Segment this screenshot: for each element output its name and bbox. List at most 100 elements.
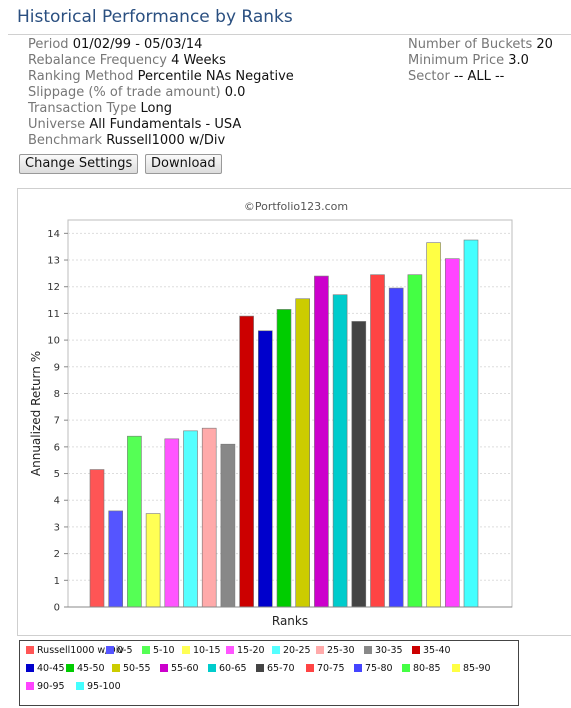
setting-ranking-method: Ranking Method Percentile NAs Negative [28,69,294,84]
setting-label: Benchmark [28,133,103,148]
legend-swatch [272,646,280,654]
setting-value: Percentile NAs Negative [137,69,294,84]
setting-transaction-type: Transaction Type Long [28,101,172,116]
y-tick-label: 1 [54,576,60,587]
legend-swatch [160,664,168,672]
bar-65-70 [351,321,367,608]
setting-value: 20 [536,37,553,52]
legend-label: 50-55 [123,663,151,674]
legend-swatch [76,682,84,690]
bar-45-50 [276,309,292,608]
legend-item: 35-40 [412,646,451,656]
legend-swatch [106,646,114,654]
bar-25-30 [201,427,217,608]
bar-75-80 [388,287,404,608]
y-tick-label: 10 [47,336,60,347]
legend-swatch [316,646,324,654]
setting-value: Russell1000 w/Div [106,133,226,148]
chart-title: ©Portfolio123.com [244,200,348,213]
legend-label: 25-30 [327,645,355,656]
change-settings-button[interactable]: Change Settings [19,154,139,174]
setting-value: Long [140,101,172,116]
setting-value: -- ALL -- [453,69,505,84]
legend-item: 10-15 [182,646,221,656]
legend-swatch [452,664,460,672]
bar-chart: ©Portfolio123.com01234567891011121314Ann… [29,200,513,628]
legend-swatch [66,664,74,672]
setting-rebalance-frequency: Rebalance Frequency 4 Weeks [28,53,226,68]
setting-minimum-price: Minimum Price 3.0 [408,53,529,68]
y-tick-label: 12 [47,282,60,293]
setting-number-of-buckets: Number of Buckets 20 [408,37,553,52]
y-tick-label: 4 [54,496,60,507]
legend-swatch [306,664,314,672]
page-title: Historical Performance by Ranks [17,7,293,27]
y-tick-label: 3 [54,522,60,533]
bar-55-60 [314,275,329,608]
bar-80-85 [407,274,423,608]
legend-item: 0-5 [106,646,133,656]
bar-35-40 [239,315,254,608]
legend-label: 80-85 [413,663,441,674]
bar-5-10 [127,435,142,608]
legend-label: 85-90 [463,663,491,674]
legend-swatch [354,664,362,672]
legend-item: 65-70 [256,664,295,674]
setting-value: All Fundamentals - USA [89,117,242,132]
legend-label: Russell1000 w/Div [37,645,124,656]
setting-benchmark: Benchmark Russell1000 w/Div [28,133,225,148]
legend-item: 40-45 [26,664,65,674]
legend-label: 55-60 [171,663,199,674]
setting-label: Number of Buckets [408,37,533,52]
legend-item: 55-60 [160,664,199,674]
setting-label: Universe [28,117,86,132]
legend-swatch [208,664,216,672]
setting-sector: Sector -- ALL -- [408,69,504,84]
legend-item: 30-35 [364,646,403,656]
legend-swatch [364,646,372,654]
setting-label: Transaction Type [28,101,137,116]
legend-swatch [26,682,34,690]
legend-label: 90-95 [37,681,65,692]
bar-60-65 [332,294,348,608]
y-axis-label: Annualized Return % [29,351,43,476]
legend-item: 5-10 [142,646,175,656]
legend-label: 0-5 [117,645,133,656]
bar-85-90 [426,242,441,608]
bar-20-25 [183,430,198,608]
bar-0-5 [108,510,123,608]
legend-label: 75-80 [365,663,393,674]
y-tick-label: 13 [47,256,60,267]
legend-label: 45-50 [77,663,105,674]
legend-label: 5-10 [153,645,175,656]
setting-label: Rebalance Frequency [28,53,167,68]
bar-15-20 [164,438,180,608]
setting-value: 4 Weeks [171,53,226,68]
legend-swatch [142,646,150,654]
setting-universe: Universe All Fundamentals - USA [28,117,241,132]
chart-panel: ©Portfolio123.com 0 1 2 3 4 5 6 7 8 9 10 11 12 13 14 Ann… [17,188,571,636]
legend-swatch [226,646,234,654]
legend-label: 60-65 [219,663,247,674]
setting-label: Minimum Price [408,53,505,68]
bar-30-35 [220,443,236,608]
legend-label: 70-75 [317,663,345,674]
legend-label: 30-35 [375,645,403,656]
download-button[interactable]: Download [145,154,222,174]
legend-label: 95-100 [87,681,121,692]
bar-10-15 [145,513,161,608]
legend-label: 35-40 [423,645,451,656]
chart-legend: Russell1000 w/Div 0-5 5-10 10-15 15-20 20-25 2… [19,640,519,706]
setting-period: Period 01/02/99 - 05/03/14 [28,37,202,52]
bar-95-100 [463,239,479,608]
legend-item: 60-65 [208,664,247,674]
legend-item: 80-85 [402,664,441,674]
legend-item: Russell1000 w/Div [26,646,124,656]
legend-item: 15-20 [226,646,265,656]
legend-label: 40-45 [37,663,65,674]
legend-item: 90-95 [26,682,65,692]
legend-label: 15-20 [237,645,265,656]
legend-item: 50-55 [112,664,151,674]
bar-70-75 [370,274,385,608]
y-tick-label: 7 [54,416,60,427]
